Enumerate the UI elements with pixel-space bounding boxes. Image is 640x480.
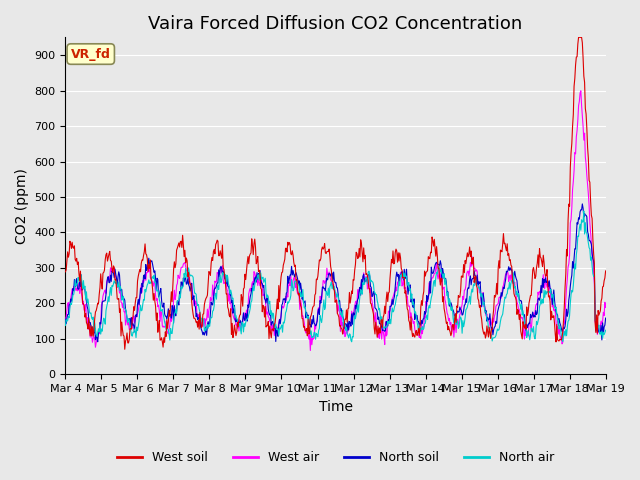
- Legend: West soil, West air, North soil, North air: West soil, West air, North soil, North a…: [112, 446, 559, 469]
- X-axis label: Time: Time: [319, 400, 353, 414]
- Y-axis label: CO2 (ppm): CO2 (ppm): [15, 168, 29, 244]
- Text: VR_fd: VR_fd: [71, 48, 111, 60]
- Title: Vaira Forced Diffusion CO2 Concentration: Vaira Forced Diffusion CO2 Concentration: [148, 15, 523, 33]
